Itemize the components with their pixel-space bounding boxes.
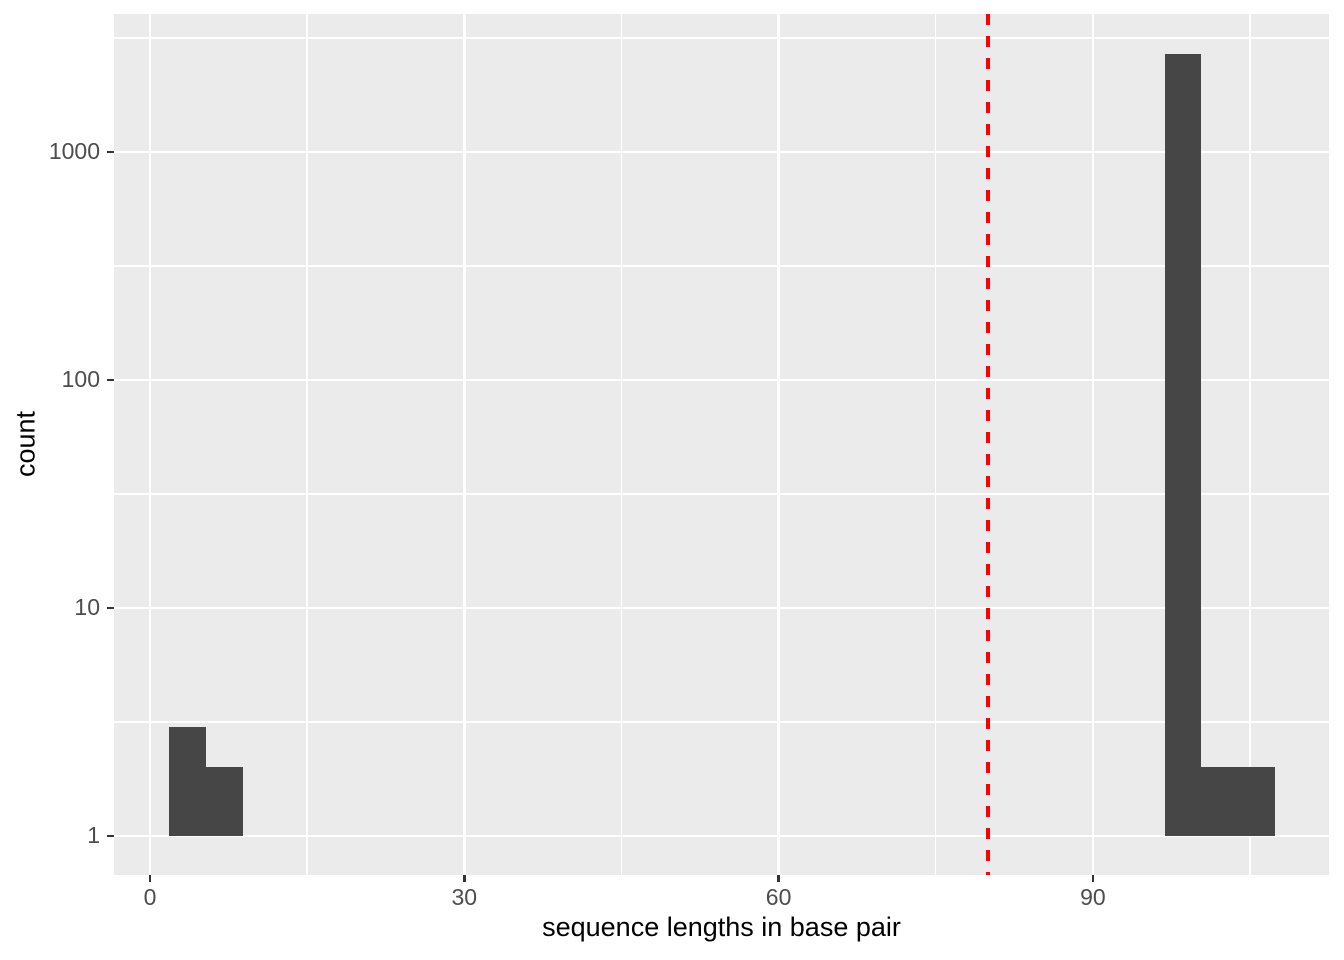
x-axis-title: sequence lengths in base pair <box>542 912 901 942</box>
y-minor-gridline <box>114 493 1329 495</box>
histogram-bar <box>1201 767 1238 836</box>
x-axis-tick-label: 90 <box>1080 884 1106 910</box>
x-axis-tick-label: 60 <box>765 884 792 910</box>
x-axis-tick <box>1091 875 1095 882</box>
x-minor-gridline <box>934 14 937 875</box>
x-minor-gridline <box>1249 14 1251 875</box>
x-axis-tick <box>777 875 780 882</box>
threshold-vline <box>986 14 990 875</box>
x-major-gridline <box>148 14 152 875</box>
x-axis-tick-label: 30 <box>451 884 478 910</box>
y-axis-tick <box>107 378 114 382</box>
y-major-gridline <box>114 150 1329 154</box>
x-axis-tick <box>463 875 466 882</box>
y-axis-title: count <box>10 410 41 478</box>
y-major-gridline <box>114 834 1329 838</box>
y-axis-tick-label: 1000 <box>48 138 100 165</box>
histogram-bar <box>206 767 243 836</box>
histogram-bar <box>1164 53 1202 836</box>
y-axis-tick-label: 1 <box>87 822 100 849</box>
y-axis-tick <box>107 150 114 154</box>
y-axis-tick-label: 10 <box>74 594 100 621</box>
x-minor-gridline <box>620 14 623 875</box>
y-major-gridline <box>114 378 1329 382</box>
x-major-gridline <box>463 14 466 875</box>
y-minor-gridline <box>114 265 1329 267</box>
y-major-gridline <box>114 606 1329 610</box>
y-minor-gridline <box>114 721 1329 723</box>
x-axis-tick-label: 0 <box>143 884 157 910</box>
x-axis-tick <box>148 875 152 882</box>
y-axis-tick <box>107 606 114 610</box>
y-axis-tick-label: 100 <box>61 366 100 393</box>
x-major-gridline <box>1091 14 1095 875</box>
y-axis-tick <box>107 834 114 838</box>
plot-panel <box>114 14 1329 875</box>
x-major-gridline <box>777 14 780 875</box>
histogram-bar <box>1237 767 1275 836</box>
histogram-bar <box>169 727 207 836</box>
y-minor-gridline <box>114 37 1329 39</box>
x-minor-gridline <box>306 14 308 875</box>
